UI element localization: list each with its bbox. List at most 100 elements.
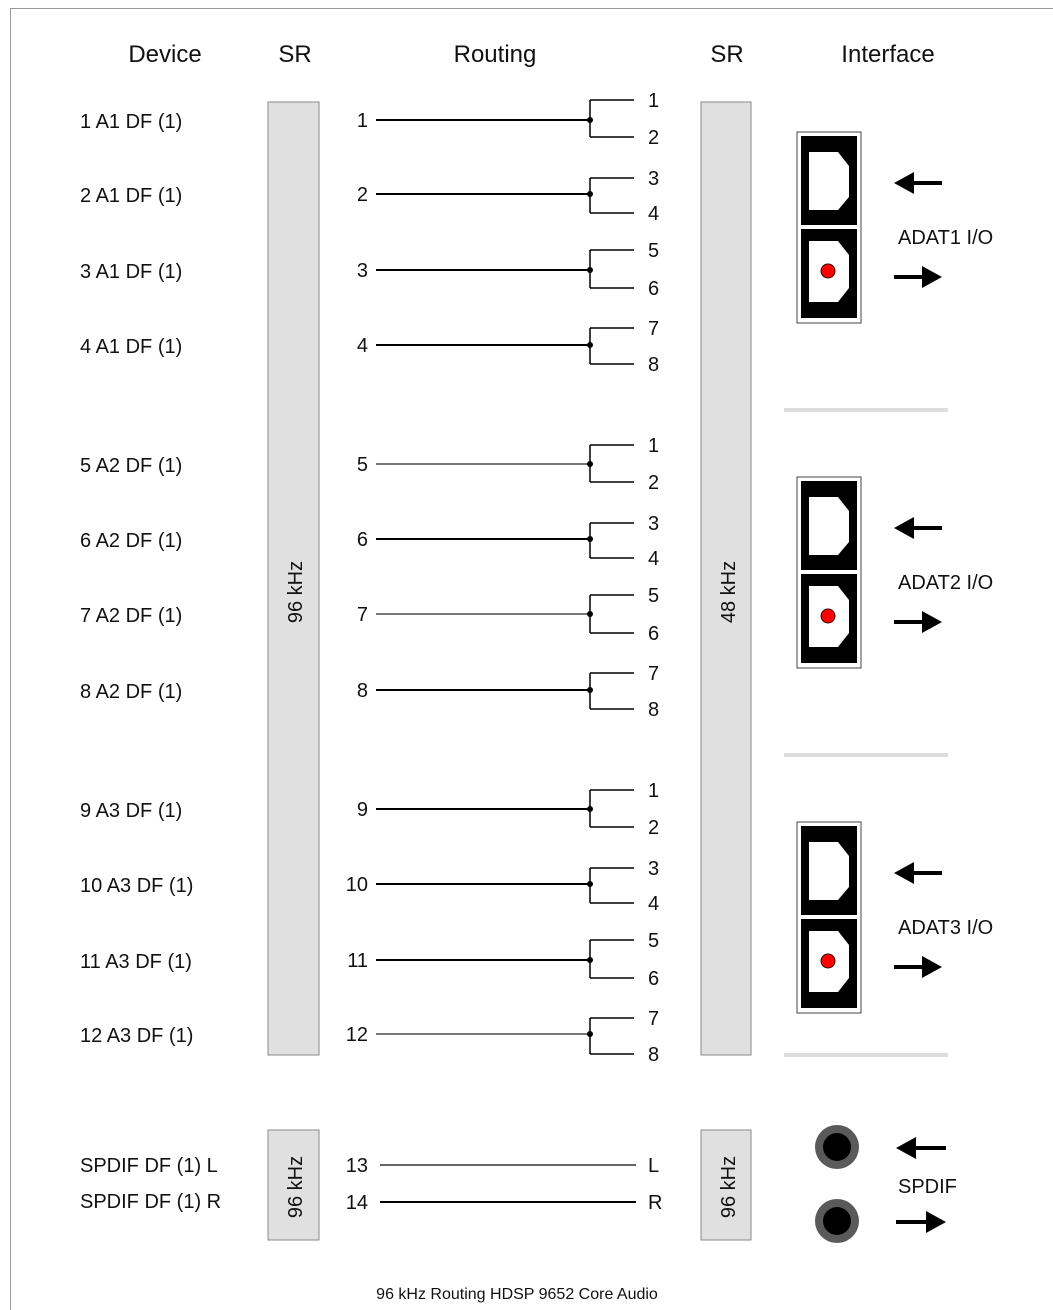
route-output-number: 3 (648, 168, 659, 190)
route-output-number: 2 (648, 817, 659, 839)
junction-dot (587, 881, 593, 887)
route-input-number: 12 (346, 1024, 368, 1046)
route-output-number: 7 (648, 663, 659, 685)
route-output-number: 8 (648, 354, 659, 376)
route-output-number: 1 (648, 780, 659, 802)
header-sr-in: SR (278, 41, 311, 68)
route-output-number: 6 (648, 623, 659, 645)
device-label: 12 A3 DF (1) (80, 1025, 193, 1047)
route-input-number: 6 (357, 529, 368, 551)
interface-divider (784, 753, 948, 757)
header-interface: Interface (841, 41, 934, 68)
arrow-left-icon (894, 172, 942, 194)
route-output-number: 7 (648, 1008, 659, 1030)
adat-interface: ADAT3 I/O (796, 821, 993, 1014)
arrow-left-icon (896, 1137, 946, 1159)
sr-bar-right-main (700, 101, 752, 1056)
device-label: 6 A2 DF (1) (80, 530, 182, 552)
header-routing: Routing (454, 41, 537, 68)
route-input-number: 4 (357, 335, 368, 357)
route: 10 3 4 (346, 858, 659, 915)
sr-label-left-main: 96 kHz (285, 561, 307, 623)
junction-dot (587, 957, 593, 963)
route-output-number: 5 (648, 930, 659, 952)
route-output-number: 1 (648, 90, 659, 112)
optical-socket-shape (809, 842, 849, 900)
route: 12 7 8 (346, 1008, 659, 1066)
sr-label-right-spdif: 96 kHz (718, 1156, 740, 1218)
route-output-number: 4 (648, 893, 659, 915)
arrow-right-icon (896, 1211, 946, 1233)
optical-led-icon (820, 608, 836, 624)
device-label: 10 A3 DF (1) (80, 875, 193, 897)
spdif-route: 13 L (346, 1155, 659, 1177)
junction-dot (587, 117, 593, 123)
route-input-number: 9 (357, 799, 368, 821)
route-output-number: 2 (648, 472, 659, 494)
junction-dot (587, 1031, 593, 1037)
route-input-number: 10 (346, 874, 368, 896)
device-label: 4 A1 DF (1) (80, 336, 182, 358)
route: 8 7 8 (357, 663, 659, 721)
route-input-number: 2 (357, 184, 368, 206)
device-label: 3 A1 DF (1) (80, 261, 182, 283)
route: 1 1 2 (357, 90, 659, 149)
device-label: 1 A1 DF (1) (80, 111, 182, 133)
route-input-number: 8 (357, 680, 368, 702)
spdif-device-label: SPDIF DF (1) R (80, 1191, 221, 1213)
sr-bar-right-spdif (700, 1129, 752, 1241)
header-device: Device (128, 41, 201, 68)
interface-divider (784, 1053, 948, 1057)
device-label: 5 A2 DF (1) (80, 455, 182, 477)
adat-interface-label: ADAT3 I/O (898, 917, 993, 939)
route: 2 3 4 (357, 168, 659, 225)
spdif-routing: 13 L 14 R (346, 1155, 663, 1214)
arrow-left-icon (894, 862, 942, 884)
route-output-number: 2 (648, 127, 659, 149)
device-label: 8 A2 DF (1) (80, 681, 182, 703)
spdif-interface-label: SPDIF (898, 1176, 957, 1198)
sr-bar-left-main (267, 101, 320, 1056)
junction-dot (587, 342, 593, 348)
junction-dot (587, 611, 593, 617)
route-output-number: 3 (648, 513, 659, 535)
route-output-number: 5 (648, 585, 659, 607)
arrow-right-icon (894, 266, 942, 288)
coax-input-core (823, 1133, 851, 1161)
route-output-number: 8 (648, 699, 659, 721)
coax-output-core (823, 1207, 851, 1235)
junction-dot (587, 191, 593, 197)
adat-interface-label: ADAT1 I/O (898, 227, 993, 249)
arrow-left-icon (894, 517, 942, 539)
diagram-caption: 96 kHz Routing HDSP 9652 Core Audio (376, 1286, 658, 1303)
route: 7 5 6 (357, 585, 659, 645)
sr-label-left-spdif: 96 kHz (285, 1156, 307, 1218)
route-input-number: 5 (357, 454, 368, 476)
spdif-input-number: 13 (346, 1155, 368, 1177)
route-output-number: 1 (648, 435, 659, 457)
junction-dot (587, 461, 593, 467)
spdif-interface: SPDIF (815, 1125, 957, 1243)
route: 4 7 8 (357, 318, 659, 376)
route: 9 1 2 (357, 780, 659, 839)
spdif-output-label: L (648, 1155, 659, 1177)
sr-label-right-main: 48 kHz (718, 561, 740, 623)
device-list: 1 A1 DF (1) 2 A1 DF (1) 3 A1 DF (1) 4 A1 DF… (80, 111, 221, 1213)
device-label: 7 A2 DF (1) (80, 605, 182, 627)
junction-dot (587, 536, 593, 542)
arrow-right-icon (894, 956, 942, 978)
spdif-device-label: SPDIF DF (1) L (80, 1155, 218, 1177)
adat-interface: ADAT2 I/O (796, 476, 993, 669)
route-output-number: 6 (648, 278, 659, 300)
route-output-number: 5 (648, 240, 659, 262)
junction-dot (587, 267, 593, 273)
optical-led-icon (820, 263, 836, 279)
spdif-output-label: R (648, 1192, 662, 1214)
interface-panel: ADAT1 I/O ADAT2 I/O ADAT3 I/O (796, 131, 993, 1014)
optical-socket-shape (809, 152, 849, 210)
junction-dot (587, 687, 593, 693)
route-output-number: 8 (648, 1044, 659, 1066)
device-label: 9 A3 DF (1) (80, 800, 182, 822)
route-input-number: 1 (357, 110, 368, 132)
